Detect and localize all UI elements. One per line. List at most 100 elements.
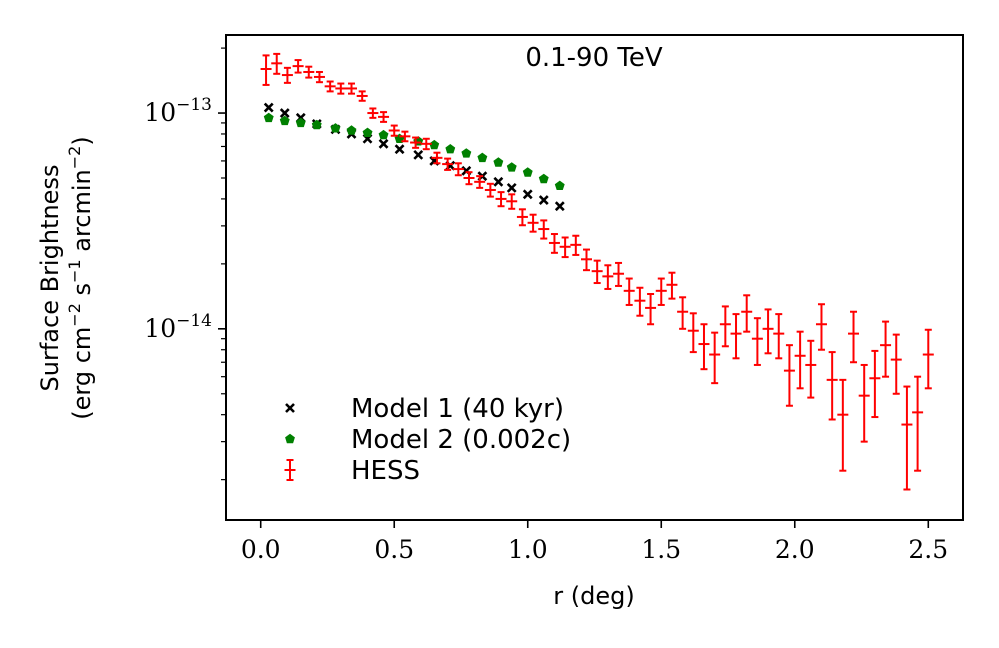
data-point-errorbar: [826, 351, 838, 421]
data-point-errorbar: [687, 312, 699, 354]
y-tick-label-exp: −13: [176, 95, 212, 115]
data-point-pentagon: [538, 173, 549, 184]
data-point-errorbar: [527, 213, 539, 233]
data-point-errorbar: [431, 151, 443, 165]
marker-x-stroke: [506, 182, 517, 193]
marker-x-stroke: [285, 403, 295, 413]
legend-marker-pentagon: [285, 433, 295, 444]
data-point-x: [522, 189, 533, 200]
data-point-errorbar: [709, 331, 721, 385]
data-point-errorbar: [922, 328, 934, 390]
data-point-errorbar: [410, 136, 422, 149]
y-tick-label-base: 10: [144, 98, 176, 127]
data-point-pentagon: [429, 139, 440, 150]
data-point-errorbar: [303, 65, 315, 79]
legend-marker-x: [285, 403, 295, 413]
data-point-x: [279, 108, 290, 118]
series-model-2-0-002c-: [263, 112, 565, 190]
legend-label: Model 1 (40 kyr): [351, 394, 564, 424]
data-point-x: [263, 102, 274, 113]
data-point-errorbar: [570, 234, 582, 256]
y-label-part3: arcmin: [68, 169, 96, 259]
x-tick-label: 0.0: [241, 535, 281, 564]
marker-x-stroke: [461, 165, 472, 176]
marker-x-stroke: [554, 201, 565, 212]
data-point-errorbar: [602, 264, 614, 290]
data-point-errorbar: [666, 271, 678, 300]
data-point-errorbar: [260, 54, 272, 86]
y-axis-label-line2: (erg cm−2 s−1 arcmin−2): [65, 136, 96, 419]
data-point-pentagon: [346, 125, 357, 135]
data-point-errorbar: [548, 233, 560, 254]
marker-x-stroke: [263, 102, 274, 113]
data-point-pentagon: [279, 115, 290, 126]
data-point-errorbar: [506, 193, 518, 210]
data-point-x: [554, 201, 565, 212]
x-tick-label: 1.5: [641, 535, 681, 564]
data-point-errorbar: [645, 292, 657, 326]
data-point-errorbar: [559, 236, 571, 259]
marker-x-stroke: [279, 108, 290, 118]
y-label-part4: ): [68, 136, 96, 145]
data-point-errorbar: [463, 171, 475, 186]
data-point-errorbar: [623, 277, 635, 306]
chart-title: 0.1-90 TeV: [525, 43, 663, 73]
y-tick-label: 10−13: [144, 95, 212, 127]
plot-frame: [225, 34, 964, 521]
data-point-errorbar: [880, 320, 892, 378]
data-point-x: [506, 182, 517, 193]
data-point-errorbar: [495, 191, 507, 208]
y-tick-label: 10−14: [144, 311, 212, 343]
data-point-errorbar: [484, 182, 496, 198]
marker-x-stroke: [394, 144, 405, 155]
data-point-errorbar: [848, 310, 860, 364]
data-point-errorbar: [335, 82, 347, 95]
data-point-errorbar: [837, 378, 849, 472]
x-tick-label: 0.5: [374, 535, 414, 564]
legend-marker-errorbar: [284, 459, 296, 481]
data-point-pentagon: [445, 144, 456, 154]
data-point-errorbar: [613, 261, 625, 287]
y-label-exp2: −1: [65, 259, 84, 283]
x-tick-label: 2.5: [908, 535, 948, 564]
data-point-pentagon: [522, 167, 533, 177]
y-label-exp1: −2: [65, 303, 84, 327]
legend-label: Model 2 (0.002c): [351, 425, 571, 455]
data-point-pentagon: [461, 148, 472, 158]
x-tick-label: 2.0: [775, 535, 815, 564]
marker-x-stroke: [522, 189, 533, 200]
data-point-errorbar: [399, 130, 411, 143]
data-point-errorbar: [442, 157, 454, 171]
legend-label: HESS: [351, 456, 420, 486]
data-point-errorbar: [452, 162, 464, 177]
data-point-errorbar: [324, 80, 336, 93]
data-point-x: [538, 195, 549, 206]
data-point-x: [394, 144, 405, 155]
data-point-errorbar: [741, 294, 753, 333]
data-point-errorbar: [912, 375, 924, 472]
data-point-pentagon: [378, 129, 389, 140]
data-point-pentagon: [311, 119, 322, 130]
data-point-errorbar: [762, 308, 774, 355]
y-axis-label: Surface Brightness (erg cm−2 s−1 arcmin−…: [36, 136, 96, 419]
data-point-errorbar: [730, 313, 742, 360]
data-point-x: [493, 176, 504, 187]
data-point-pentagon: [506, 162, 517, 172]
data-point-errorbar: [719, 305, 731, 348]
data-point-errorbar: [783, 344, 795, 407]
data-point-pentagon: [330, 123, 341, 133]
data-point-errorbar: [474, 175, 486, 189]
marker-x-stroke: [378, 138, 389, 149]
data-point-errorbar: [805, 339, 817, 399]
y-label-part1: (erg cm: [68, 327, 96, 420]
data-point-errorbar: [794, 330, 806, 390]
marker-x-stroke: [413, 149, 424, 160]
data-point-errorbar: [313, 70, 325, 84]
data-point-errorbar: [281, 66, 293, 84]
data-point-errorbar: [356, 90, 368, 102]
legend: Model 1 (40 kyr)Model 2 (0.002c)HESS: [284, 394, 571, 486]
y-tick-label-base: 10: [144, 314, 176, 343]
data-point-errorbar: [698, 323, 710, 371]
